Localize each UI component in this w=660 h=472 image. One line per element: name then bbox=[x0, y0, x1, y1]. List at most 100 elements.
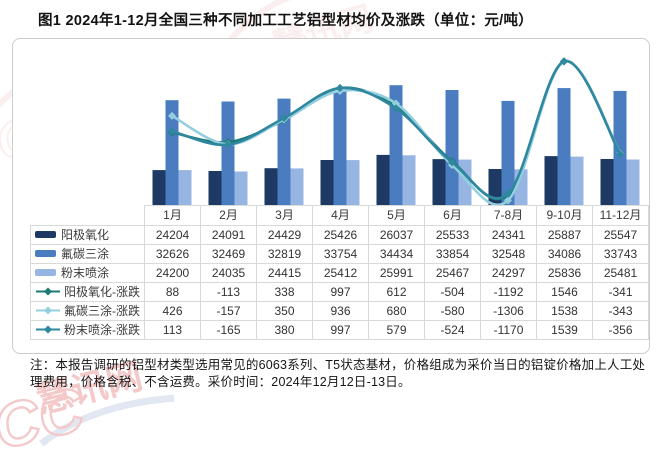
marker-粉末喷涂-涨跌-1月 bbox=[168, 127, 176, 136]
table-corner-cell bbox=[30, 205, 145, 226]
value-cell: -1192 bbox=[480, 282, 537, 302]
value-cell: 426 bbox=[144, 301, 201, 321]
value-cell: -356 bbox=[592, 320, 649, 340]
value-cell: 88 bbox=[144, 282, 201, 302]
marker-粉末喷涂-涨跌-7-8月 bbox=[504, 189, 512, 198]
value-cell: 25991 bbox=[368, 263, 425, 283]
line-marker-icon bbox=[36, 287, 60, 296]
marker-粉末喷涂-涨跌-11-12月 bbox=[616, 150, 624, 159]
bar-粉末喷涂-4月 bbox=[346, 160, 360, 205]
bar-阳极氧化-9-10月 bbox=[544, 156, 558, 205]
value-cell: 24415 bbox=[256, 263, 313, 283]
value-cell: 24341 bbox=[480, 225, 537, 245]
value-cell: 24429 bbox=[256, 225, 313, 245]
value-cell: 25547 bbox=[592, 225, 649, 245]
marker-粉末喷涂-涨跌-3月 bbox=[280, 114, 288, 123]
value-cell: 32819 bbox=[256, 244, 313, 264]
line-marker-icon bbox=[36, 306, 60, 315]
column-header: 6月 bbox=[424, 205, 481, 226]
chart-title: 图1 2024年1-12月全国三种不同加工工艺铝型材均价及涨跌（单位：元/吨） bbox=[38, 13, 534, 29]
marker-粉末喷涂-涨跌-2月 bbox=[224, 140, 232, 149]
line-marker-icon bbox=[36, 325, 60, 334]
value-cell: -343 bbox=[592, 301, 649, 321]
column-header: 1月 bbox=[144, 205, 201, 226]
bar-阳极氧化-5月 bbox=[376, 154, 390, 205]
table-row: 粉末喷涂-涨跌 113 -165 380 997 579 -524 -1170 1539 -356 bbox=[30, 320, 649, 340]
marker-粉末喷涂-涨跌-6月 bbox=[448, 158, 456, 167]
bar-氟碳三涂-3月 bbox=[277, 98, 291, 205]
marker-氟碳三涂-涨跌-5月 bbox=[392, 99, 400, 108]
marker-粉末喷涂-涨跌-9-10月 bbox=[560, 57, 568, 66]
value-cell: 25533 bbox=[424, 225, 481, 245]
bar-氟碳三涂-9-10月 bbox=[557, 88, 571, 205]
bar-粉末喷涂-2月 bbox=[234, 171, 248, 205]
footnote: 注：本报告调研的铝型材类型选用常见的6063系列、T5状态基材，价格组成为采价当… bbox=[30, 358, 646, 389]
bar-swatch-icon bbox=[35, 250, 56, 258]
bar-阳极氧化-4月 bbox=[320, 160, 334, 205]
value-cell: 338 bbox=[256, 282, 313, 302]
value-cell: 25467 bbox=[424, 263, 481, 283]
value-cell: 25412 bbox=[312, 263, 369, 283]
data-table: 1月 2月 3月 4月 5月 6月 7-8月 9-10月 11-12月阳极氧化 24204 2409… bbox=[30, 205, 649, 340]
table-row: 阳极氧化-涨跌 88 -113 338 997 612 -504 -1192 1546 -341 bbox=[30, 282, 649, 302]
column-header: 3月 bbox=[256, 205, 313, 226]
series-label: 阳极氧化-涨跌 bbox=[64, 285, 140, 299]
bar-阳极氧化-1月 bbox=[152, 170, 166, 205]
series-label: 粉末喷涂 bbox=[61, 266, 110, 280]
chart-panel: 1月 2月 3月 4月 5月 6月 7-8月 9-10月 11-12月阳极氧化 24204 2409… bbox=[12, 38, 650, 354]
legend-item-粉末喷涂-涨跌: 粉末喷涂-涨跌 bbox=[30, 320, 145, 340]
column-header: 5月 bbox=[368, 205, 425, 226]
legend-item-阳极氧化: 阳极氧化 bbox=[30, 225, 145, 245]
value-cell: 24204 bbox=[144, 225, 201, 245]
value-cell: 34086 bbox=[536, 244, 593, 264]
marker-氟碳三涂-涨跌-1月 bbox=[168, 111, 176, 120]
value-cell: 24200 bbox=[144, 263, 201, 283]
value-cell: 25887 bbox=[536, 225, 593, 245]
bar-氟碳三涂-5月 bbox=[389, 85, 403, 205]
value-cell: 380 bbox=[256, 320, 313, 340]
table-row: 粉末喷涂 24200 24035 24415 25412 25991 25467 24297 2… bbox=[30, 263, 649, 283]
bar-氟碳三涂-2月 bbox=[221, 101, 235, 205]
series-label: 氟碳三涂-涨跌 bbox=[64, 304, 140, 318]
bar-swatch-icon bbox=[35, 269, 56, 277]
bar-氟碳三涂-11-12月 bbox=[613, 90, 627, 205]
value-cell: 33854 bbox=[424, 244, 481, 264]
marker-粉末喷涂-涨跌-4月 bbox=[336, 83, 344, 92]
value-cell: 33754 bbox=[312, 244, 369, 264]
value-cell: 936 bbox=[312, 301, 369, 321]
value-cell: 350 bbox=[256, 301, 313, 321]
legend-item-氟碳三涂-涨跌: 氟碳三涂-涨跌 bbox=[30, 301, 145, 321]
value-cell: 24297 bbox=[480, 263, 537, 283]
marker-粉末喷涂-涨跌-5月 bbox=[392, 104, 400, 113]
value-cell: 24091 bbox=[200, 225, 257, 245]
value-cell: 33743 bbox=[592, 244, 649, 264]
bar-氟碳三涂-7-8月 bbox=[501, 100, 515, 205]
column-header: 2月 bbox=[200, 205, 257, 226]
value-cell: 680 bbox=[368, 301, 425, 321]
table-row: 氟碳三涂 32626 32469 32819 33754 34434 33854 32548 3… bbox=[30, 244, 649, 264]
bar-粉末喷涂-1月 bbox=[178, 170, 192, 205]
value-cell: -165 bbox=[200, 320, 257, 340]
column-header: 9-10月 bbox=[536, 205, 593, 226]
value-cell: -524 bbox=[424, 320, 481, 340]
bar-阳极氧化-11-12月 bbox=[600, 159, 614, 205]
value-cell: 1539 bbox=[536, 320, 593, 340]
value-cell: 32469 bbox=[200, 244, 257, 264]
value-cell: 997 bbox=[312, 320, 369, 340]
price-trend-chart bbox=[152, 57, 640, 205]
column-header: 11-12月 bbox=[592, 205, 649, 226]
value-cell: -504 bbox=[424, 282, 481, 302]
table-header-row: 1月 2月 3月 4月 5月 6月 7-8月 9-10月 11-12月 bbox=[30, 205, 649, 226]
bar-粉末喷涂-3月 bbox=[290, 168, 304, 205]
legend-item-阳极氧化-涨跌: 阳极氧化-涨跌 bbox=[30, 282, 145, 302]
bar-swatch-icon bbox=[35, 231, 56, 239]
bar-粉末喷涂-5月 bbox=[402, 155, 416, 205]
value-cell: 25481 bbox=[592, 263, 649, 283]
bar-阳极氧化-3月 bbox=[264, 168, 278, 205]
value-cell: -580 bbox=[424, 301, 481, 321]
series-label: 阳极氧化 bbox=[61, 228, 110, 242]
series-label: 氟碳三涂 bbox=[61, 247, 110, 261]
table-row: 氟碳三涂-涨跌 426 -157 350 936 680 -580 -1306 1538 -343 bbox=[30, 301, 649, 321]
bar-阳极氧化-2月 bbox=[208, 171, 222, 205]
value-cell: 612 bbox=[368, 282, 425, 302]
